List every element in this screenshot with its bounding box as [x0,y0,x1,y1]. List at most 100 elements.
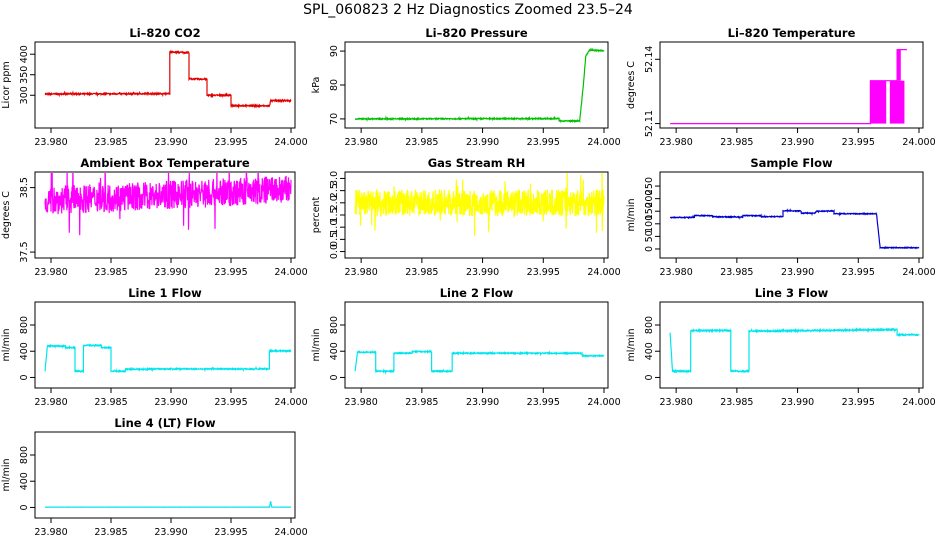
x-tick-label: 23.995 [527,137,560,148]
plot-title: Ambient Box Temperature [80,156,250,170]
y-axis-label: ml/min [626,198,637,231]
y-tick-label: 800 [329,316,340,334]
y-axis-label: degrees C [1,191,12,239]
figure-title: SPL_060823 2 Hz Diagnostics Zoomed 23.5–… [303,2,633,18]
x-tick-label: 24.000 [587,397,620,408]
y-tick-label: 3.0 [329,171,340,186]
plot-data [44,173,292,236]
plot-data [669,208,920,250]
x-tick-label: 23.990 [781,267,814,278]
series-line [44,343,292,374]
x-tick-label: 24.000 [587,267,620,278]
y-tick-label: 400 [329,342,340,360]
x-tick-label: 23.990 [154,137,187,148]
x-tick-label: 23.985 [720,137,753,148]
panel-1: Li–820 CO2 23.980 23.985 23.990 23.995 24.000… [1,26,308,148]
panel-10: Line 4 (LT) Flow 23.980 23.985 23.990 23.995… [1,416,308,538]
oscillation-band [870,80,887,124]
panel-3: Li–820 Temperature 23.980 23.985 23.990 23.9… [626,26,936,148]
x-tick-label: 23.980 [34,267,67,278]
x-tick-label: 23.980 [660,397,693,408]
y-axis-label: ml/min [311,328,322,361]
plot-frame [659,301,924,389]
plot-data [44,49,292,109]
plot-frame [344,41,609,129]
panel-4: Ambient Box Temperature 23.980 23.985 23.99… [1,156,308,278]
plot-frame [34,171,296,259]
x-tick-label: 23.985 [405,267,438,278]
y-tick-label: 52.11 [644,110,655,137]
x-tick-label: 23.985 [94,137,127,148]
plot-frame [344,301,609,389]
plot-title: Li–820 Pressure [425,26,527,40]
y-axis-label: percent [311,197,322,234]
plot-data [354,47,605,124]
oscillation-band [889,80,905,124]
x-tick-label: 24.000 [274,267,307,278]
x-tick-label: 23.995 [214,527,247,538]
x-tick-label: 23.995 [214,267,247,278]
y-tick-label: 70 [329,113,340,125]
y-tick-label: 0 [644,374,655,380]
y-tick-label: 0 [19,504,30,510]
y-axis-label: ml/min [1,458,12,491]
y-tick-label: 100 [644,215,655,233]
y-tick-label: 1.5 [329,207,340,222]
plot-title: Line 1 Flow [128,286,202,300]
y-tick-label: 400 [644,342,655,360]
y-tick-label: 52.14 [644,46,655,73]
x-tick-label: 23.985 [94,397,127,408]
x-tick-label: 23.990 [154,397,187,408]
y-tick-label: 0 [644,246,655,252]
x-tick-label: 23.985 [405,137,438,148]
plot-title: Line 3 Flow [755,286,829,300]
x-tick-label: 23.980 [345,397,378,408]
x-tick-label: 24.000 [902,397,935,408]
plot-title: Line 2 Flow [440,286,514,300]
y-axis-label: kPa [311,77,322,94]
y-axis-label: ml/min [626,328,637,361]
x-tick-label: 24.000 [274,527,307,538]
panel-6: Sample Flow 23.980 23.985 23.990 23.995 24.00… [626,156,936,278]
x-tick-label: 23.980 [34,397,67,408]
x-tick-label: 23.985 [720,397,753,408]
y-tick-label: 2.5 [329,183,340,198]
x-tick-label: 23.990 [781,397,814,408]
x-tick-label: 23.985 [94,267,127,278]
y-tick-label: 90 [329,45,340,57]
plot-title: Line 4 (LT) Flow [114,416,216,430]
y-tick-label: 800 [644,316,655,334]
plot-data [670,49,907,125]
y-tick-label: 200 [644,190,655,208]
panel-9: Line 3 Flow 23.980 23.985 23.990 23.995 24.00… [626,286,936,408]
y-axis-label: ml/min [1,328,12,361]
x-tick-label: 23.990 [154,267,187,278]
x-tick-label: 23.995 [842,137,875,148]
x-tick-label: 23.980 [34,527,67,538]
y-tick-label: 800 [19,316,30,334]
x-tick-label: 23.990 [781,137,814,148]
x-tick-label: 23.985 [720,267,753,278]
y-tick-label: 350 [19,66,30,84]
x-tick-label: 23.995 [214,137,247,148]
panel-7: Line 1 Flow 23.980 23.985 23.990 23.995 24.00… [1,286,308,408]
y-tick-label: 0.0 [329,244,340,259]
x-tick-label: 23.985 [94,527,127,538]
plot-frame [34,301,296,389]
plot-title: Gas Stream RH [428,156,526,170]
panel-8: Line 2 Flow 23.980 23.985 23.990 23.995 24.00… [311,286,621,408]
x-tick-label: 24.000 [902,267,935,278]
series-line [44,173,292,236]
y-tick-label: 300 [19,86,30,104]
oscillation-band [897,49,901,81]
plot-frame [659,41,924,129]
y-tick-label: 400 [19,45,30,63]
x-tick-label: 23.980 [34,137,67,148]
series-line [669,208,920,250]
x-tick-label: 23.980 [660,267,693,278]
x-tick-label: 23.990 [466,267,499,278]
plot-frame [34,431,296,519]
y-tick-label: 0.5 [329,232,340,247]
y-tick-label: 150 [644,202,655,220]
x-tick-label: 23.990 [466,137,499,148]
